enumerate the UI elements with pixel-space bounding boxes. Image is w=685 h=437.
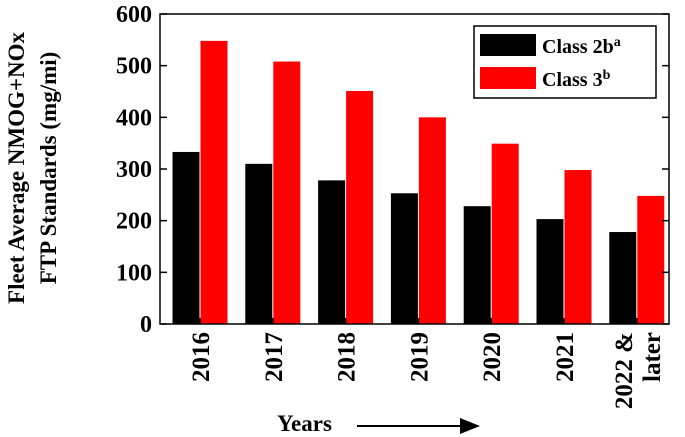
x-tick-label-2022-later-line-1: 2022 & [611,332,638,409]
legend: Class 2ba Class 3b [473,25,657,99]
bars-layer [172,40,665,325]
x-axis-title: Years [277,411,332,436]
y-tick-label-0: 0 [140,312,152,338]
legend-swatch-class-2b [480,34,536,56]
y-tick-label-200: 200 [116,209,152,235]
bar-class-3-2022-later [637,195,665,324]
y-axis-ticks: 0 100 200 300 400 500 600 [116,2,669,338]
x-tick-label-2017: 2017 [261,332,288,382]
x-tick-label-2018: 2018 [334,332,361,382]
bar-class-2b-2021 [536,219,564,324]
bar-class-2b-2022-later [609,232,637,324]
legend-label-class-3: Class 3b [542,68,611,92]
bar-class-2b-2018 [318,180,346,324]
bar-class-2b-2017 [245,163,273,324]
bar-class-3-2019 [418,117,446,324]
legend-swatch-class-3 [480,67,536,89]
y-tick-label-400: 400 [116,105,152,131]
y-axis-title-line-1: Fleet Average NMOG+NOx [4,32,29,304]
x-tick-label-2022-later-line-2: later [639,332,666,382]
bar-class-3-2021 [564,170,592,324]
bar-class-3-2018 [346,90,374,324]
bar-class-3-2016 [200,40,228,324]
y-tick-label-600: 600 [116,2,152,28]
legend-superscript-class-2b: a [614,35,621,50]
x-tick-label-2021: 2021 [552,332,579,382]
x-tick-label-2016: 2016 [188,332,215,382]
bar-class-2b-2019 [390,193,418,324]
plot-frame [159,13,670,325]
bar-class-3-2020 [491,143,519,324]
x-tick-label-2019: 2019 [406,332,433,382]
x-tick-label-2020: 2020 [479,332,506,382]
legend-label-class-2b: Class 2ba [542,35,621,59]
y-tick-label-100: 100 [116,260,152,286]
y-tick-label-300: 300 [116,157,152,183]
x-axis-labels: 2016 2017 2018 2019 2020 2021 2022 & later [188,318,666,409]
bar-class-2b-2020 [463,206,491,324]
bar-class-3-2017 [273,61,301,325]
legend-superscript-class-3: b [603,68,611,83]
bar-class-2b-2016 [172,151,200,324]
y-tick-label-500: 500 [116,54,152,80]
y-axis-title-line-2: FTP Standards (mg/mi) [36,52,61,285]
